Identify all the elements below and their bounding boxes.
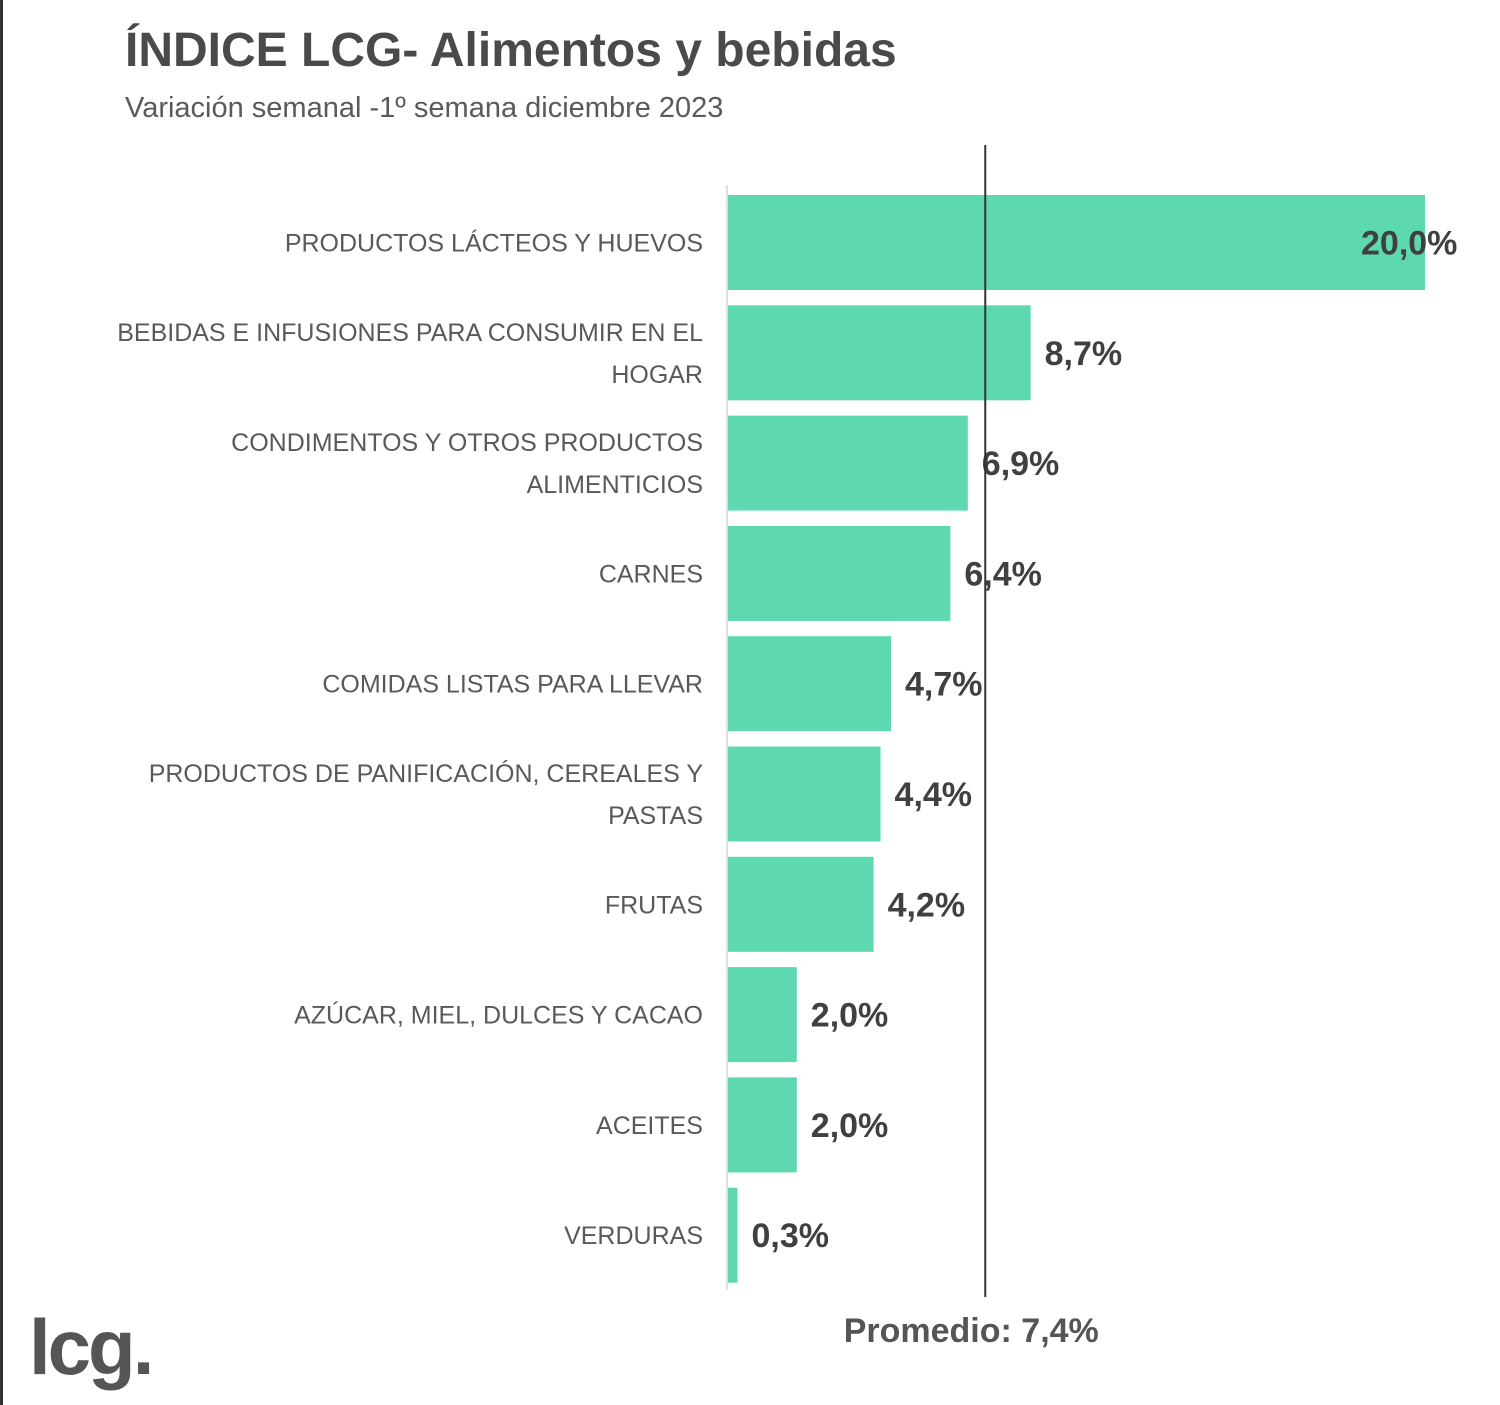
value-label: 2,0% [811,1107,889,1145]
category-label: PRODUCTOS LÁCTEOS Y HUEVOS [285,229,703,258]
value-label: 4,4% [895,776,973,814]
value-label: 6,9% [982,445,1060,483]
value-label: 8,7% [1045,335,1123,373]
bar-chart: ÍNDICE LCG- Alimentos y bebidas Variació… [29,23,1457,1391]
bar [727,305,1031,401]
bar [727,1077,797,1173]
bar [727,525,951,621]
bar [727,415,968,511]
category-label: BEBIDAS E INFUSIONES PARA CONSUMIR EN EL… [117,319,703,389]
bar [727,1187,738,1283]
category-label: AZÚCAR, MIEL, DULCES Y CACAO [294,1001,703,1030]
average-label: Promedio: 7,4% [844,1312,1099,1350]
value-label: 6,4% [964,555,1042,593]
value-label: 20,0% [1361,225,1457,263]
value-label: 4,2% [888,886,966,924]
category-label: CONDIMENTOS Y OTROS PRODUCTOS ALIMENTICIO… [231,429,703,499]
category-label: ACEITES [596,1112,703,1140]
category-label: CARNES [599,560,703,588]
lcg-logo: lcg. [29,1303,151,1391]
category-label: PRODUCTOS DE PANIFICACIÓN, CEREALES Y PAS… [149,759,704,830]
chart-subtitle: Variación semanal -1º semana diciembre 2… [125,92,723,124]
category-label: VERDURAS [564,1222,703,1250]
category-label: COMIDAS LISTAS PARA LLEVAR [322,671,703,699]
value-label: 4,7% [905,666,983,704]
bar [727,746,881,842]
value-label: 0,3% [751,1217,829,1255]
bar [727,856,874,952]
category-label: FRUTAS [605,891,703,919]
value-label: 2,0% [811,997,889,1035]
bar [727,636,892,732]
chart-title: ÍNDICE LCG- Alimentos y bebidas [125,23,897,77]
bar [727,195,1425,290]
bar [727,967,797,1063]
